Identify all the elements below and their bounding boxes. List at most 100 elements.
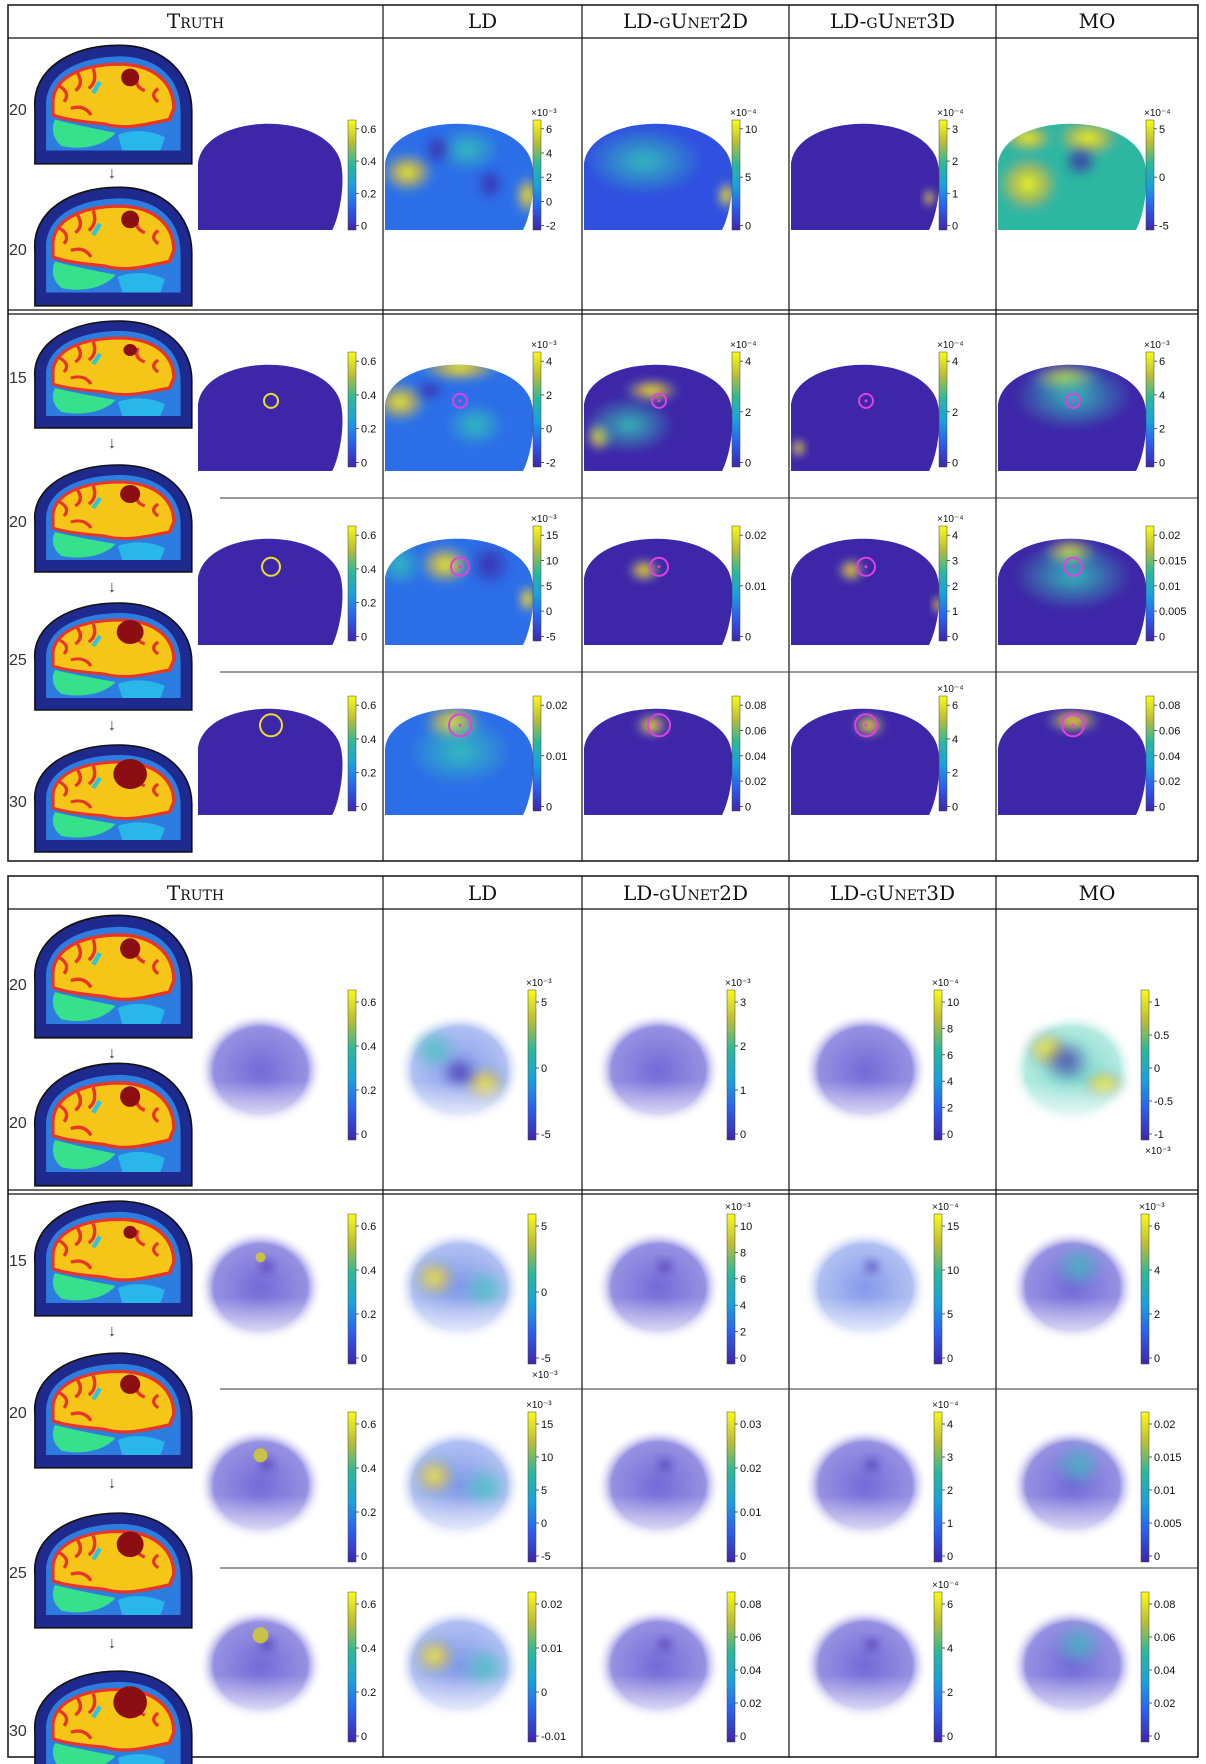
colorbar-tick-label: 4: [740, 1300, 746, 1312]
colorbar: 0.02 0.01 0 -0.01: [527, 1591, 566, 1743]
colorbar-tick-label: 3: [947, 1452, 953, 1464]
colorbar-tick-label: 10: [745, 124, 757, 136]
colorbar-gradient: [1140, 989, 1150, 1141]
colorbar-tick-label: 0.4: [361, 156, 376, 168]
tumor-location-marker: [1063, 556, 1083, 577]
colorbar-tick-label: 1: [952, 606, 958, 618]
colorbar-tick-label: 0.03: [740, 1419, 761, 1431]
colorbar-tick-label: -5: [1159, 221, 1169, 233]
colorbar: 6 4 2 0 ×10⁻⁴: [937, 684, 964, 813]
activation-blob: [385, 541, 423, 588]
colorbar: 3 2 1 0 ×10⁻³: [725, 978, 751, 1141]
tumor-size-label: 25: [9, 652, 27, 669]
colorbar-tick-label: 0: [1154, 1731, 1160, 1743]
activation-blob: [998, 149, 1066, 219]
tumor-dot: [255, 1252, 266, 1263]
colorbar-tick-label: 0: [546, 196, 552, 208]
colorbar-gradient: [731, 525, 741, 642]
colorbar-tick-label: 0: [541, 1063, 547, 1075]
colorbar: 4 3 2 1 0 ×10⁻⁴: [932, 1400, 959, 1563]
tumor-size-label: 20: [9, 102, 27, 119]
colorbar-tick-label: 2: [947, 1485, 953, 1497]
head-slice-shape: [791, 364, 940, 471]
activation-blob: [626, 556, 662, 585]
column-header-0: Truth: [167, 9, 224, 33]
brain-phantom-icon: [34, 186, 193, 307]
column-header-4: MO: [1079, 9, 1116, 33]
activation-blob: [714, 178, 733, 213]
colorbar-tick-label: 15: [947, 1221, 959, 1233]
colorbar: 0.08 0.06 0.04 0.02 0: [731, 695, 766, 813]
activation-blob: [422, 132, 453, 167]
activation-blob: [930, 593, 940, 617]
volume-render: [393, 1229, 526, 1351]
arrow-icon: ↓: [108, 165, 116, 182]
colorbar: 0.02 0.015 0.01 0.005 0: [1145, 525, 1187, 643]
colorbar-tick-label: 5: [546, 581, 552, 593]
colorbar-tick-label: -2: [546, 457, 556, 469]
colorbar-tick-label: 0: [546, 606, 552, 618]
colorbar-tick-label: 0.02: [541, 1599, 562, 1611]
colorbar-tick-label: 0.6: [361, 997, 376, 1009]
brain-phantom-icon: [34, 1670, 193, 1764]
colorbar-tick-label: 0.02: [1159, 530, 1180, 542]
colorbar-tick-label: 2: [952, 156, 958, 168]
colorbar-gradient: [933, 1213, 943, 1365]
colorbar-tick-label: 0: [541, 1687, 547, 1699]
colorbar-tick-label: 0.6: [361, 124, 376, 136]
colorbar-tick-label: 6: [546, 124, 552, 136]
colorbar-tick-label: 0.02: [740, 1463, 761, 1475]
colorbar: 0.6 0.4 0.2 0: [347, 695, 376, 813]
colorbar-gradient: [347, 525, 357, 642]
volume-render: [592, 1427, 725, 1549]
colorbar-tick-label: 4: [546, 148, 552, 160]
colorbar-tick-label: 0: [740, 1551, 746, 1563]
colorbar-tick-label: 0.005: [1159, 606, 1187, 618]
colorbar-tick-label: 2: [546, 172, 552, 184]
colorbar-gradient: [527, 1213, 537, 1365]
slice-map: [198, 708, 343, 815]
activation-blob: [515, 581, 534, 617]
colorbar-tick-label: 4: [952, 356, 958, 368]
brain-phantom-icon: [34, 1352, 193, 1469]
colorbar-tick-label: 4: [1154, 1265, 1160, 1277]
colorbar: 6 4 2 0 ×10⁻⁴: [932, 1580, 959, 1743]
colorbar-tick-label: 0: [546, 424, 552, 436]
colorbar-exponent: ×10⁻⁴: [937, 684, 964, 695]
tumor-location-marker: [450, 556, 470, 577]
activation-blob: [415, 379, 445, 402]
volume-render: [194, 1427, 327, 1549]
column-header-3: LD-gUnet3D: [830, 9, 955, 33]
colorbar-tick-label: 4: [947, 1643, 953, 1655]
tumor-location-marker: [1061, 713, 1085, 738]
colorbar-tick-label: 0.2: [361, 768, 376, 780]
colorbar-tick-label: 0.04: [745, 751, 766, 763]
slice-map: [998, 708, 1147, 815]
colorbar: 10 5 0 ×10⁻⁴: [730, 108, 757, 233]
colorbar: 0.08 0.06 0.04 0.02 0: [726, 1591, 761, 1743]
head-slice-shape: [198, 364, 343, 471]
colorbar: 3 2 1 0 ×10⁻⁴: [937, 108, 964, 233]
colorbar-tick-label: 0: [1159, 631, 1165, 643]
volume-render: [1006, 1607, 1139, 1729]
tumor-location-marker: [263, 392, 279, 409]
colorbar: 0.6 0.4 0.2 0: [347, 525, 376, 643]
colorbar-tick-label: 0: [947, 1129, 953, 1141]
colorbar-tick-label: 2: [546, 390, 552, 402]
column-header-1: LD: [468, 881, 497, 905]
colorbar-exponent: ×10⁻³: [532, 1370, 558, 1381]
colorbar-exponent: ×10⁻⁴: [730, 108, 757, 119]
activation-blob: [851, 711, 887, 740]
brain-phantom-icon: [34, 320, 193, 429]
colorbar-tick-label: 0: [947, 1353, 953, 1365]
colorbar-tick-label: 0.2: [361, 1507, 376, 1519]
colorbar-exponent: ×10⁻³: [725, 1202, 751, 1213]
volume-render: [799, 1229, 932, 1351]
colorbar-tick-label: 0.6: [361, 530, 376, 542]
activation-blob: [791, 436, 808, 460]
colorbar-tick-label: -1: [1154, 1129, 1164, 1141]
slice-map: [385, 364, 534, 471]
colorbar-exponent: ×10⁻⁴: [932, 1580, 959, 1591]
tumor-location-marker: [259, 713, 283, 738]
colorbar-tick-label: 5: [745, 172, 751, 184]
